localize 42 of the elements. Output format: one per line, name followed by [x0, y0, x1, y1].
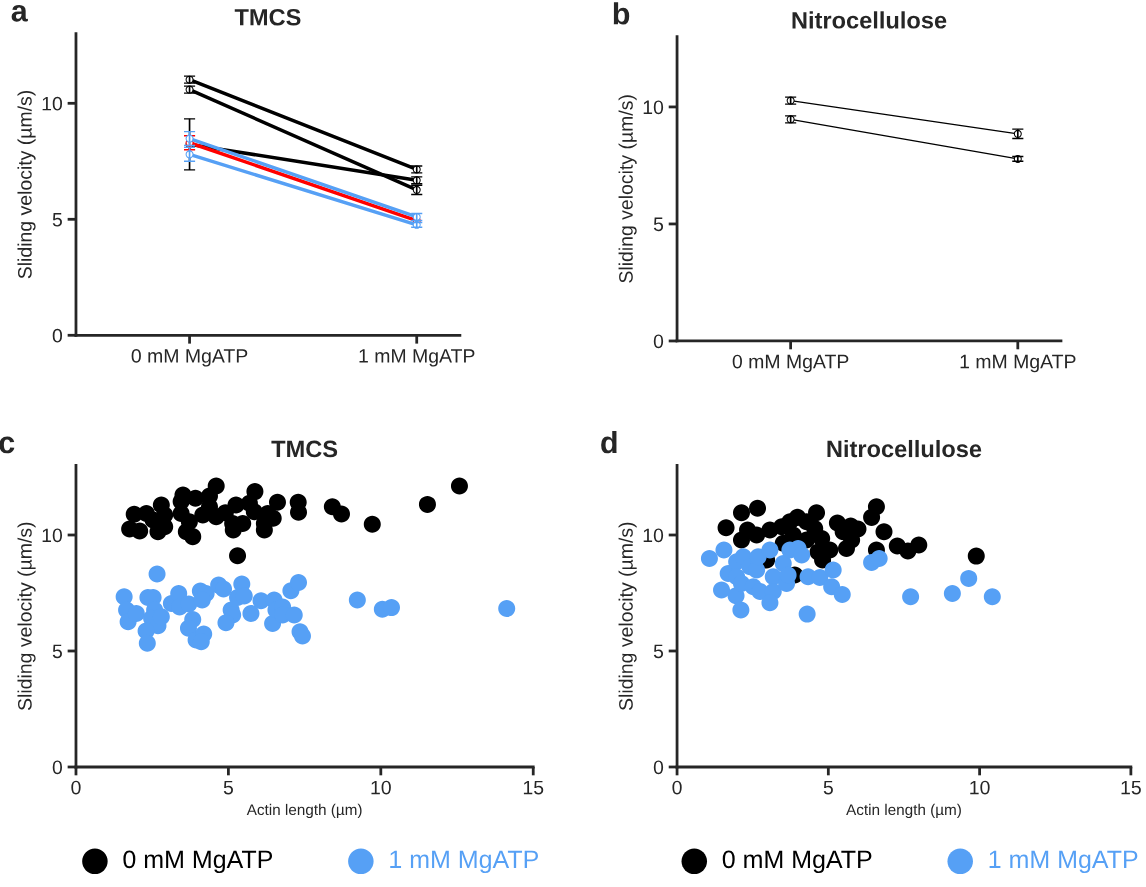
x-axis-title: Actin length (µm) [246, 803, 362, 819]
y-tick-label: 0 [653, 760, 664, 775]
legend-label: 1 mM MgATP [390, 850, 538, 874]
y-tick-label: 5 [52, 644, 62, 659]
y-tick-label: 5 [653, 217, 664, 232]
x-tick-label: 1 mM MgATP [359, 349, 475, 367]
x-tick-label: 15 [1121, 780, 1141, 795]
x-tick-label: 10 [970, 780, 990, 795]
x-tick-label: 5 [223, 780, 233, 795]
x-tick-label: 15 [523, 780, 544, 795]
chart-title: TMCS [234, 8, 301, 26]
chart-title: Nitrocellulose [827, 439, 982, 458]
chart-title: Nitrocellulose [792, 11, 947, 29]
y-tick-label: 10 [42, 528, 63, 543]
y-tick-label: 0 [52, 328, 63, 343]
y-tick-label: 10 [643, 528, 664, 543]
y-tick-label: 5 [52, 212, 62, 227]
text: c [0, 436, 15, 454]
y-axis-title: Sliding velocity (µm/s) [618, 95, 637, 283]
legend-label: 1 mM MgATP [989, 850, 1138, 874]
x-tick-label: 1 mM MgATP [960, 354, 1076, 373]
text: b [613, 2, 630, 25]
y-tick-label: 0 [653, 334, 664, 349]
x-tick-label: 0 [71, 780, 81, 795]
y-tick-label: 10 [643, 100, 664, 115]
y-axis-title: Sliding velocity (µm/s) [17, 90, 36, 279]
x-tick-label: 10 [371, 780, 391, 795]
x-tick-label: 0 [672, 780, 682, 795]
x-tick-label: 0 mM MgATP [131, 348, 248, 367]
text: a [11, 4, 28, 22]
x-axis-title: Actin length (µm) [846, 803, 961, 819]
legend-label: 0 mM MgATP [123, 850, 273, 874]
text: 0 mM MgATP [722, 850, 872, 874]
y-tick-label: 10 [42, 96, 63, 111]
y-tick-label: 5 [653, 644, 664, 659]
y-tick-label: 0 [52, 760, 63, 775]
y-axis-title: Sliding velocity (µm/s) [618, 522, 637, 711]
chart-title: TMCS [271, 440, 338, 458]
x-tick-label: 5 [823, 780, 833, 795]
y-axis-title: Sliding velocity (µm/s) [17, 522, 36, 711]
text: d [601, 430, 617, 454]
x-tick-label: 0 mM MgATP [732, 354, 849, 373]
